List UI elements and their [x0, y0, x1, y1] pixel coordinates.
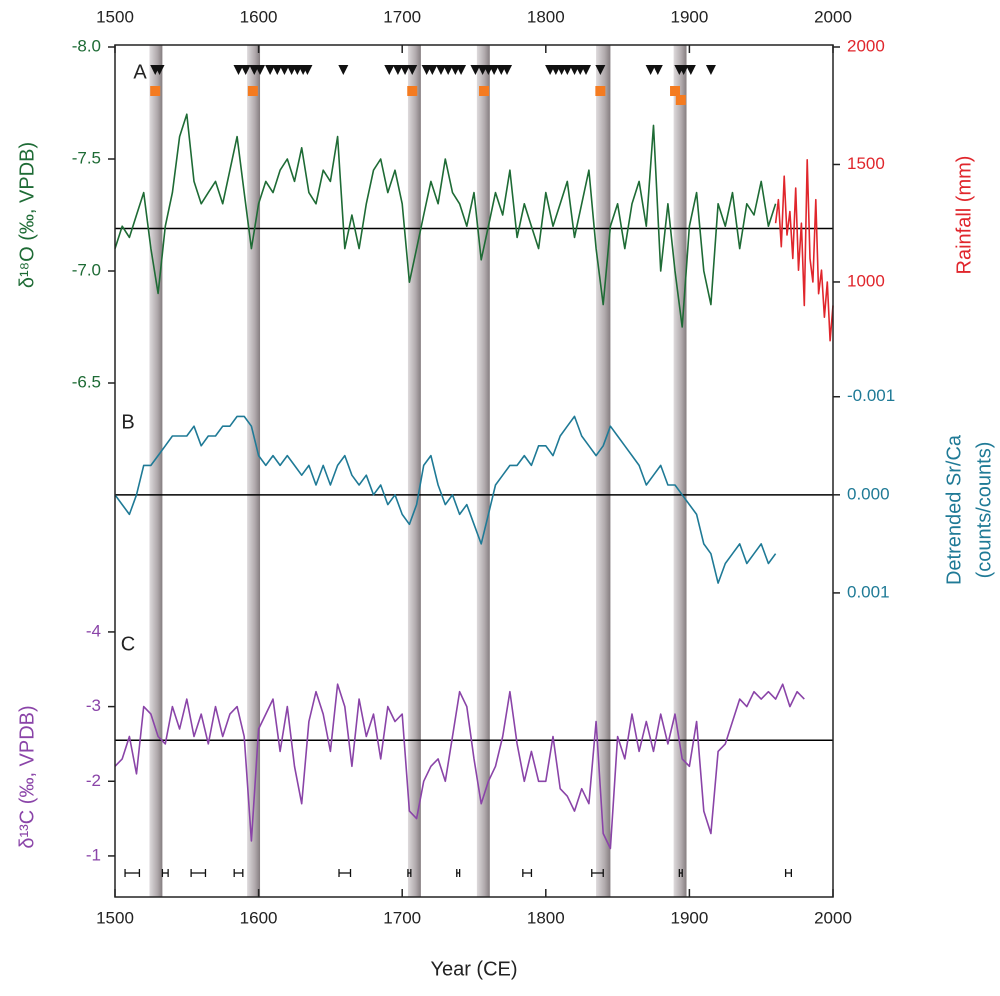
data-line [774, 159, 834, 342]
event-triangle [489, 65, 500, 75]
event-triangle [400, 65, 411, 75]
event-band [476, 45, 490, 897]
event-triangle [705, 65, 716, 75]
event-band [149, 45, 163, 897]
event-square [595, 86, 606, 96]
event-square [479, 86, 490, 96]
event-square [675, 95, 686, 105]
x-tick-label: 2000 [814, 908, 852, 927]
event-square [407, 86, 418, 96]
y-tick-label: -3 [86, 696, 101, 715]
y-axis-title: δ¹⁸O (‰, VPDB) [16, 142, 38, 288]
dating-bar [124, 869, 141, 877]
event-triangle [456, 65, 467, 75]
event-triangle [407, 65, 418, 75]
event-triangle [240, 65, 251, 75]
x-tick-label: 1900 [670, 908, 708, 927]
x-tick-label: 1500 [96, 7, 134, 26]
dating-bar [784, 869, 793, 877]
x-axis-title: Year (CE) [430, 958, 517, 980]
panel-label: C [121, 633, 135, 655]
axes-layer: -8.0 -7.5 -7.0 -6.5 δ¹⁸O (‰, VPDB) 1000 1500 20… [16, 7, 995, 980]
dating-bar [678, 869, 683, 877]
event-triangle [384, 65, 395, 75]
y-tick-label: -4 [86, 621, 101, 640]
dating-bar [161, 869, 169, 877]
panel-label: A [133, 61, 147, 83]
dating-bar [522, 869, 533, 877]
y2-tick-label: 0.001 [847, 582, 890, 601]
event-triangle [154, 65, 165, 75]
event-triangle [502, 65, 513, 75]
x-tick-label: 1800 [527, 908, 565, 927]
y2-tick-label: -0.001 [847, 386, 895, 405]
event-triangle [265, 65, 276, 75]
y-axis-title: δ¹³C (‰, VPDB) [16, 705, 38, 848]
dating-bar [407, 869, 412, 877]
y2-axis-title: (counts/counts) [973, 442, 995, 579]
y-tick-label: -2 [86, 771, 101, 790]
event-triangle [233, 65, 244, 75]
data-line [114, 113, 777, 328]
event-square [247, 86, 258, 96]
dating-bar [591, 869, 604, 877]
event-square [670, 86, 681, 96]
data-line [114, 683, 805, 850]
y-tick-label: -6.5 [72, 372, 101, 391]
event-triangle [685, 65, 696, 75]
event-triangle [645, 65, 656, 75]
dating-bar [233, 869, 244, 877]
dating-bar [338, 869, 352, 877]
lines-layer [114, 113, 834, 850]
dating-bar [456, 869, 461, 877]
event-triangle [652, 65, 663, 75]
x-tick-label: 1500 [96, 908, 134, 927]
y2-axis-title: Rainfall (mm) [953, 156, 975, 275]
event-band [596, 45, 611, 897]
x-tick-label: 1900 [670, 7, 708, 26]
data-line [114, 415, 777, 584]
event-triangle [255, 65, 266, 75]
y-tick-label: -7.5 [72, 148, 101, 167]
dating-bar [190, 869, 207, 877]
event-band [407, 45, 421, 897]
y2-tick-label: 0.000 [847, 484, 890, 503]
x-tick-label: 2000 [814, 7, 852, 26]
event-square [150, 86, 161, 96]
event-triangle [678, 65, 689, 75]
y2-tick-label: 1500 [847, 154, 885, 173]
plot-frame [114, 44, 834, 898]
event-triangle [435, 65, 446, 75]
event-triangle [562, 65, 573, 75]
event-triangle [272, 65, 283, 75]
event-triangle [595, 65, 606, 75]
event-triangle [427, 65, 438, 75]
event-triangle [443, 65, 454, 75]
event-triangle [338, 65, 349, 75]
x-tick-label: 1600 [240, 7, 278, 26]
event-triangle [302, 65, 313, 75]
event-triangle [470, 65, 481, 75]
y-tick-label: -1 [86, 845, 101, 864]
x-tick-label: 1800 [527, 7, 565, 26]
y2-axis-title: Detrended Sr/Ca [943, 434, 965, 585]
event-triangle [392, 65, 403, 75]
x-tick-label: 1700 [383, 908, 421, 927]
event-band [247, 45, 261, 897]
x-tick-label: 1600 [240, 908, 278, 927]
y2-tick-label: 1000 [847, 271, 885, 290]
event-triangle [581, 65, 592, 75]
bands-layer [149, 45, 687, 897]
x-tick-label: 1700 [383, 7, 421, 26]
y-tick-label: -8.0 [72, 36, 101, 55]
y2-tick-label: 2000 [847, 36, 885, 55]
panel-label: B [121, 411, 134, 433]
y-tick-label: -7.0 [72, 260, 101, 279]
event-triangle [279, 65, 290, 75]
event-band [673, 45, 687, 897]
